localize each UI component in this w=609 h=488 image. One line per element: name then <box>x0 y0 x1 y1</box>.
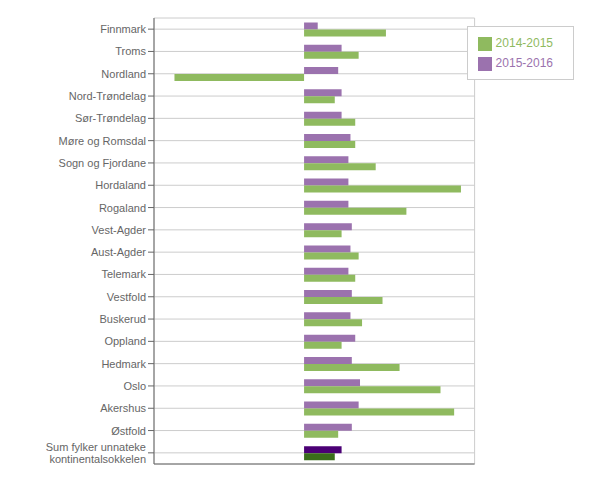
svg-text:Sum fylker unnatekekontinental: Sum fylker unnatekekontinentalsokkelen <box>46 441 146 465</box>
svg-text:Sogn og Fjordane: Sogn og Fjordane <box>59 157 146 169</box>
svg-text:Nord-Trøndelag: Nord-Trøndelag <box>69 90 146 102</box>
svg-text:Buskerud: Buskerud <box>100 313 146 325</box>
svg-text:Sør-Trøndelag: Sør-Trøndelag <box>75 112 146 124</box>
svg-text:Østfold: Østfold <box>111 425 146 437</box>
svg-text:Vestfold: Vestfold <box>107 291 146 303</box>
svg-text:Møre og Romsdal: Møre og Romsdal <box>59 135 146 147</box>
svg-text:Finnmark: Finnmark <box>100 23 146 35</box>
svg-text:Oppland: Oppland <box>104 335 146 347</box>
html-text:2014-2015: 2014-2015 <box>495 36 553 50</box>
svg-text:Oslo: Oslo <box>123 380 146 392</box>
svg-text:Akershus: Akershus <box>100 402 146 414</box>
svg-text:Hedmark: Hedmark <box>101 358 146 370</box>
html-text:2015-2016: 2015-2016 <box>495 56 553 70</box>
svg-text:Nordland: Nordland <box>101 68 146 80</box>
svg-text:Troms: Troms <box>115 45 146 57</box>
svg-text:Aust-Agder: Aust-Agder <box>91 246 146 258</box>
svg-text:Hordaland: Hordaland <box>95 179 146 191</box>
svg-text:Vest-Agder: Vest-Agder <box>92 224 147 236</box>
svg-text:Telemark: Telemark <box>101 268 146 280</box>
svg-text:Rogaland: Rogaland <box>99 202 146 214</box>
